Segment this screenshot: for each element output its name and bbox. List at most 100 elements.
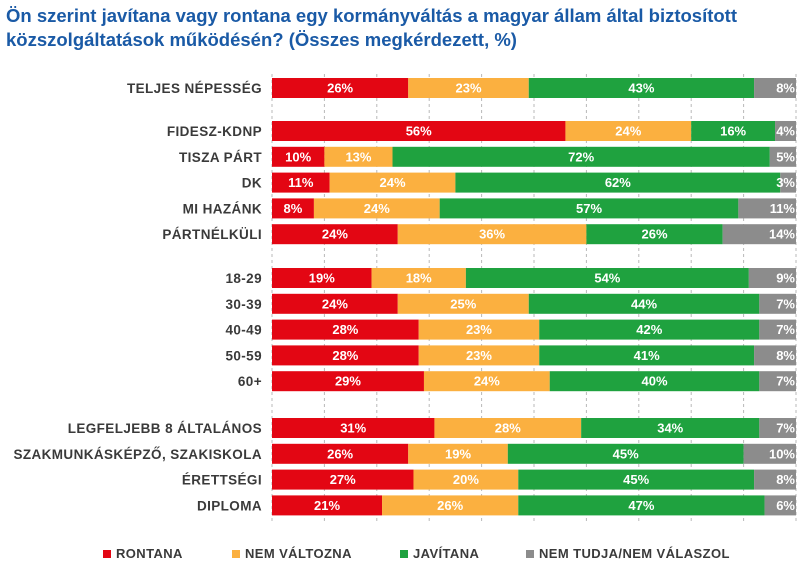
bar-segment	[397, 293, 529, 314]
data-label: 43%	[628, 81, 654, 96]
data-label: 7%	[776, 421, 795, 436]
bar-segment	[549, 371, 760, 392]
bar-segment	[272, 371, 424, 392]
bar-segment	[434, 418, 582, 438]
bar-segment	[272, 345, 419, 366]
bar-segment	[423, 371, 550, 392]
bar-segment	[272, 443, 409, 464]
bar-segment	[272, 418, 435, 438]
data-label: 34%	[657, 421, 683, 436]
category-label: SZAKMUNKÁSKÉPZŐ, SZAKISKOLA	[13, 447, 262, 462]
data-label: 25%	[450, 296, 476, 311]
category-label: 18-29	[225, 271, 262, 286]
data-label: 10%	[285, 149, 311, 164]
data-label: 28%	[332, 322, 358, 337]
bars: 26% 23% 43% 8% 56% 24% 16% 4% 10% 13% 72% 5% 11% 24% 6…	[272, 78, 796, 516]
category-label: DIPLOMA	[197, 498, 262, 513]
bar-segment	[748, 268, 796, 288]
bar-segment	[397, 224, 587, 245]
data-label: 45%	[623, 472, 649, 487]
bar-segment	[759, 293, 796, 314]
bar-segment	[759, 371, 796, 392]
data-label: 23%	[466, 322, 492, 337]
data-label: 7%	[776, 296, 795, 311]
bar-segment	[507, 443, 744, 464]
bar-segment	[272, 172, 330, 193]
data-label: 26%	[327, 446, 353, 461]
data-label: 19%	[445, 446, 471, 461]
data-label: 57%	[576, 201, 602, 216]
bar-segment	[408, 78, 529, 98]
bar-segment	[324, 146, 393, 167]
legend-label: RONTANA	[116, 546, 183, 561]
bar-segment	[392, 146, 770, 167]
category-label: FIDESZ-KDNP	[167, 124, 262, 139]
bar-segment	[272, 495, 383, 516]
data-label: 4%	[776, 124, 795, 139]
bar-segment	[272, 293, 398, 314]
bar-segment	[329, 172, 456, 193]
data-label: 6%	[776, 498, 795, 513]
category-label: 50-59	[225, 348, 262, 363]
bar-segment	[769, 146, 796, 167]
data-label: 72%	[568, 149, 594, 164]
bar-segment	[518, 495, 765, 516]
data-label: 18%	[406, 271, 432, 286]
data-label: 29%	[335, 374, 361, 389]
data-label: 14%	[769, 227, 795, 242]
data-label: 27%	[330, 472, 356, 487]
data-label: 26%	[327, 81, 353, 96]
bar-segment	[528, 293, 760, 314]
legend-label: NEM VÁLTOZNA	[245, 546, 352, 561]
data-label: 21%	[314, 498, 340, 513]
bar-segment	[272, 78, 409, 98]
bar-segment	[780, 172, 796, 193]
legend-swatch	[400, 550, 408, 558]
data-label: 24%	[322, 227, 348, 242]
bar-segment	[759, 319, 796, 340]
data-label: 36%	[479, 227, 505, 242]
data-label: 3%	[776, 175, 795, 190]
bar-segment	[272, 469, 414, 490]
data-label: 41%	[634, 348, 660, 363]
bar-segment	[764, 495, 796, 516]
chart-title: Ön szerint javítana vagy rontana egy kor…	[6, 5, 738, 50]
category-label: ÉRETTSÉGI	[182, 473, 262, 488]
data-label: 8%	[776, 81, 795, 96]
bar-segment	[272, 146, 325, 167]
category-label: PÁRTNÉLKÜLI	[162, 227, 262, 242]
bar-segment	[565, 121, 692, 141]
category-label: 40-49	[225, 323, 262, 338]
bar-segment	[775, 121, 796, 141]
data-label: 13%	[345, 149, 371, 164]
bar-segment	[754, 345, 796, 366]
bar-segment	[313, 198, 440, 219]
bar-segment	[691, 121, 776, 141]
bar-segment	[581, 418, 760, 438]
bar-segment	[743, 443, 796, 464]
bar-segment	[528, 78, 755, 98]
data-label: 62%	[605, 175, 631, 190]
bar-segment	[586, 224, 723, 245]
legend-swatch	[232, 550, 240, 558]
data-label: 7%	[776, 322, 795, 337]
data-label: 24%	[474, 374, 500, 389]
legend-label: JAVÍTANA	[413, 546, 479, 561]
data-label: 11%	[770, 201, 796, 216]
bar-segment	[272, 198, 314, 219]
category-labels: TELJES NÉPESSÉG FIDESZ-KDNP TISZA PÁRT DK MI…	[13, 81, 262, 513]
bar-segment	[465, 268, 749, 288]
data-label: 24%	[364, 201, 390, 216]
data-label: 28%	[495, 421, 521, 436]
bar-segment	[738, 198, 796, 219]
bar-segment	[759, 418, 796, 438]
data-label: 8%	[776, 348, 795, 363]
legend-swatch	[526, 550, 534, 558]
data-label: 20%	[453, 472, 479, 487]
bar-segment	[518, 469, 755, 490]
data-label: 8%	[776, 472, 795, 487]
data-label: 47%	[628, 498, 654, 513]
data-label: 8%	[284, 201, 303, 216]
bar-segment	[272, 224, 398, 245]
